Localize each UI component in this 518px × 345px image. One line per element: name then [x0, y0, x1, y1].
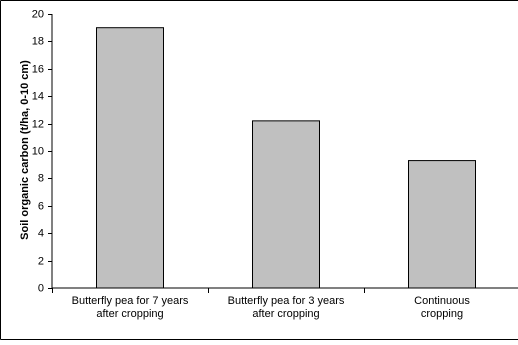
y-tick-label-8: 8 — [38, 172, 44, 184]
y-axis-title: Soil organic carbon (t/ha, 0-10 cm) — [19, 60, 31, 240]
x-category-label-line: Butterfly pea for 7 years — [72, 295, 189, 307]
x-category-label-2: Butterfly pea for 3 years after cropping — [228, 295, 345, 320]
bar-1 — [96, 27, 164, 289]
y-tick-label-20: 20 — [32, 8, 44, 20]
y-tick-label-4: 4 — [38, 227, 44, 239]
bar-2 — [252, 120, 320, 289]
x-category-label-1: Butterfly pea for 7 years after cropping — [72, 295, 189, 320]
x-category-label-3: Continuous cropping — [414, 295, 470, 320]
x-category-label-line: Butterfly pea for 3 years — [228, 295, 345, 307]
y-tick-label-16: 16 — [32, 63, 44, 75]
y-tick-label-2: 2 — [38, 255, 44, 267]
x-category-label-line: after cropping — [252, 308, 319, 320]
y-tick-label-18: 18 — [32, 35, 44, 47]
x-category-label-line: cropping — [421, 308, 463, 320]
x-category-label-line: after cropping — [96, 308, 163, 320]
y-tick-label-0: 0 — [38, 282, 44, 294]
bar-3 — [408, 160, 476, 289]
y-tick-label-14: 14 — [32, 90, 44, 102]
x-category-label-line: Continuous — [414, 295, 470, 307]
y-tick-label-6: 6 — [38, 200, 44, 212]
y-tick-label-10: 10 — [32, 145, 44, 157]
y-tick-label-12: 12 — [32, 118, 44, 130]
plot-area: 0 2 4 6 8 10 12 14 16 18 20 Butterfly pea for 7 yea… — [32, 8, 518, 320]
